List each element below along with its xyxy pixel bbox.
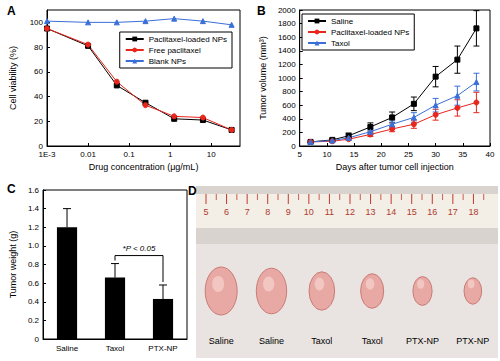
svg-text:Saline: Saline bbox=[331, 17, 354, 26]
svg-text:1600: 1600 bbox=[278, 33, 296, 42]
svg-text:Days after tumor cell injectio: Days after tumor cell injection bbox=[336, 162, 454, 172]
svg-text:1200: 1200 bbox=[278, 60, 296, 69]
svg-text:8: 8 bbox=[265, 207, 270, 217]
svg-text:400: 400 bbox=[282, 114, 296, 123]
svg-text:1.2: 1.2 bbox=[28, 223, 40, 232]
svg-text:Taxol: Taxol bbox=[362, 336, 383, 346]
svg-text:35: 35 bbox=[458, 150, 467, 159]
svg-text:1400: 1400 bbox=[278, 46, 296, 55]
svg-text:A: A bbox=[7, 4, 16, 18]
svg-text:0: 0 bbox=[291, 142, 296, 151]
svg-text:C: C bbox=[7, 182, 16, 196]
svg-text:200: 200 bbox=[282, 128, 296, 137]
svg-text:1.0: 1.0 bbox=[28, 241, 40, 250]
svg-text:1000: 1000 bbox=[278, 74, 296, 83]
svg-text:600: 600 bbox=[282, 101, 296, 110]
svg-text:Taxol: Taxol bbox=[331, 39, 350, 48]
svg-text:1800: 1800 bbox=[278, 19, 296, 28]
svg-text:Tumor volume (mm³): Tumor volume (mm³) bbox=[258, 36, 268, 120]
svg-text:80: 80 bbox=[34, 43, 43, 52]
html-text:D: D bbox=[188, 184, 197, 198]
svg-text:13: 13 bbox=[366, 207, 376, 217]
svg-text:Saline: Saline bbox=[259, 336, 284, 346]
svg-text:PTX-NP: PTX-NP bbox=[148, 344, 177, 353]
svg-text:Blank NPs: Blank NPs bbox=[149, 57, 186, 66]
svg-text:PTX-NP: PTX-NP bbox=[406, 336, 439, 346]
svg-text:10: 10 bbox=[322, 150, 331, 159]
svg-text:Saline: Saline bbox=[56, 344, 79, 353]
svg-text:30: 30 bbox=[431, 150, 440, 159]
svg-text:15: 15 bbox=[350, 150, 359, 159]
svg-text:Saline: Saline bbox=[209, 336, 234, 346]
svg-text:17: 17 bbox=[448, 207, 458, 217]
svg-text:0.8: 0.8 bbox=[28, 260, 40, 269]
svg-text:0: 0 bbox=[38, 141, 43, 151]
svg-text:6: 6 bbox=[224, 207, 229, 217]
svg-text:20: 20 bbox=[377, 150, 386, 159]
svg-text:11: 11 bbox=[325, 207, 334, 217]
svg-text:Free paclitaxel: Free paclitaxel bbox=[149, 46, 201, 55]
svg-text:1E-3: 1E-3 bbox=[39, 150, 56, 159]
svg-text:1.6: 1.6 bbox=[28, 186, 40, 195]
svg-text:0.4: 0.4 bbox=[28, 297, 40, 306]
svg-text:1.4: 1.4 bbox=[28, 204, 40, 213]
svg-text:10: 10 bbox=[207, 150, 216, 159]
svg-text:10: 10 bbox=[304, 207, 314, 217]
svg-text:Cell viability (%): Cell viability (%) bbox=[8, 46, 18, 110]
svg-text:0.01: 0.01 bbox=[80, 150, 96, 159]
svg-text:1: 1 bbox=[168, 150, 173, 159]
svg-text:0.2: 0.2 bbox=[28, 316, 40, 325]
svg-text:15: 15 bbox=[407, 207, 417, 217]
svg-text:Taxol: Taxol bbox=[311, 336, 332, 346]
svg-text:60: 60 bbox=[34, 67, 43, 76]
svg-text:5: 5 bbox=[203, 207, 208, 217]
svg-text:Tumor weight (g): Tumor weight (g) bbox=[8, 231, 18, 299]
svg-text:18: 18 bbox=[468, 207, 478, 217]
svg-text:0.1: 0.1 bbox=[124, 150, 136, 159]
svg-text:0.6: 0.6 bbox=[28, 279, 40, 288]
svg-text:*P < 0.05: *P < 0.05 bbox=[123, 244, 156, 253]
svg-text:20: 20 bbox=[34, 117, 43, 126]
svg-text:16: 16 bbox=[427, 207, 437, 217]
svg-text:800: 800 bbox=[282, 87, 296, 96]
svg-text:14: 14 bbox=[386, 207, 396, 217]
svg-text:5: 5 bbox=[297, 150, 302, 159]
svg-text:Paclitaxel-loaded NPs: Paclitaxel-loaded NPs bbox=[149, 35, 227, 44]
svg-text:2000: 2000 bbox=[278, 6, 296, 15]
svg-text:40: 40 bbox=[486, 150, 495, 159]
svg-text:PTX-NP: PTX-NP bbox=[456, 336, 489, 346]
svg-text:7: 7 bbox=[245, 207, 250, 217]
svg-text:Paclitaxel-loaded NPs: Paclitaxel-loaded NPs bbox=[331, 28, 409, 37]
svg-text:9: 9 bbox=[286, 207, 291, 217]
svg-text:40: 40 bbox=[34, 92, 43, 101]
svg-text:100: 100 bbox=[30, 18, 44, 27]
svg-text:25: 25 bbox=[404, 150, 413, 159]
svg-text:0: 0 bbox=[35, 335, 40, 344]
svg-text:Taxol: Taxol bbox=[106, 344, 125, 353]
svg-text:Drug concentration (μg/mL): Drug concentration (μg/mL) bbox=[89, 162, 199, 172]
svg-text:12: 12 bbox=[345, 207, 355, 217]
svg-text:B: B bbox=[257, 4, 266, 18]
